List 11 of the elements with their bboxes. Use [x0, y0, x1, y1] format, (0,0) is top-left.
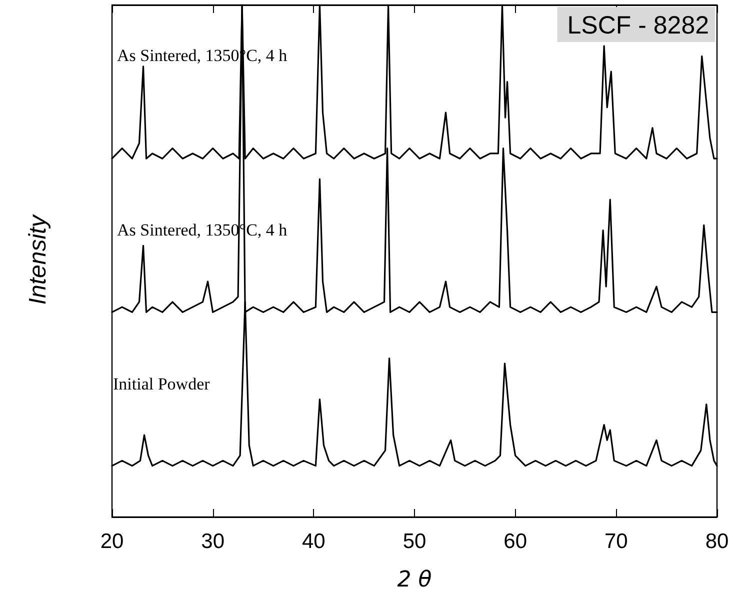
- x-tick-label: 70: [604, 530, 628, 553]
- x-tick-label: 50: [402, 530, 426, 553]
- x-tick-label: 30: [201, 530, 225, 553]
- x-tick-label: 20: [100, 530, 124, 553]
- x-axis-title: 2 θ: [397, 568, 432, 592]
- x-tick-label: 80: [705, 530, 729, 553]
- series-label: Initial Powder: [113, 374, 210, 394]
- y-axis-title: Intensity: [24, 213, 52, 305]
- annotation: LSCF - 8282: [567, 12, 710, 40]
- x-tick-label: 60: [504, 530, 528, 553]
- x-tick-label: 40: [302, 530, 326, 553]
